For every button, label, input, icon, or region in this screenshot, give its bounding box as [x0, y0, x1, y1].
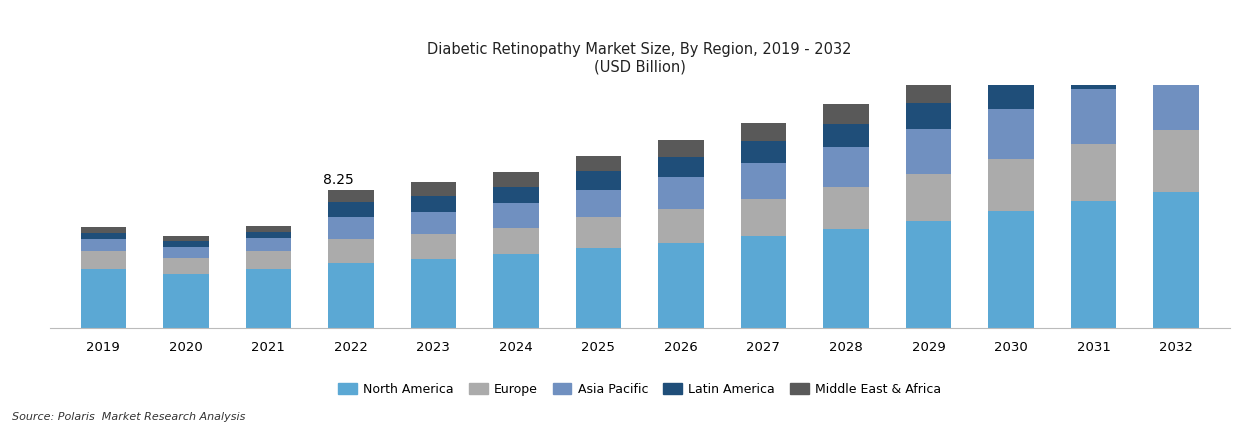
- Bar: [328, 202, 374, 218]
- Bar: [246, 226, 291, 232]
- Bar: [328, 218, 374, 239]
- Bar: [246, 269, 291, 328]
- Bar: [905, 221, 951, 328]
- Bar: [740, 199, 786, 236]
- Bar: [989, 80, 1033, 109]
- Bar: [328, 239, 374, 263]
- Bar: [1071, 144, 1117, 201]
- Bar: [740, 236, 786, 328]
- Bar: [411, 196, 456, 212]
- Bar: [658, 177, 703, 209]
- Bar: [576, 190, 621, 218]
- Bar: [411, 234, 456, 259]
- Bar: [1154, 193, 1199, 328]
- Text: Source: Polaris  Market Research Analysis: Source: Polaris Market Research Analysis: [12, 412, 246, 422]
- Bar: [1154, 35, 1199, 70]
- Bar: [1071, 89, 1117, 144]
- Bar: [493, 172, 539, 187]
- Bar: [493, 187, 539, 203]
- Bar: [81, 239, 125, 251]
- Bar: [163, 247, 209, 258]
- Bar: [658, 141, 703, 157]
- Bar: [1071, 31, 1117, 57]
- Bar: [989, 211, 1033, 328]
- Text: 8.25: 8.25: [323, 173, 354, 187]
- Bar: [81, 233, 125, 239]
- Bar: [576, 248, 621, 328]
- Bar: [1071, 57, 1117, 89]
- Bar: [163, 274, 209, 328]
- Bar: [576, 171, 621, 190]
- Bar: [246, 239, 291, 251]
- Bar: [905, 81, 951, 103]
- Bar: [411, 212, 456, 234]
- Bar: [246, 251, 291, 269]
- Bar: [905, 129, 951, 174]
- Bar: [1154, 130, 1199, 193]
- Bar: [411, 182, 456, 196]
- Bar: [658, 157, 703, 177]
- Bar: [1071, 201, 1117, 328]
- Bar: [989, 56, 1033, 80]
- Bar: [1154, 6, 1199, 35]
- Bar: [163, 258, 209, 274]
- Bar: [81, 227, 125, 233]
- Bar: [163, 236, 209, 241]
- Bar: [823, 147, 868, 187]
- Bar: [823, 187, 868, 229]
- Bar: [905, 103, 951, 129]
- Bar: [823, 104, 868, 124]
- Bar: [493, 254, 539, 328]
- Bar: [81, 251, 125, 269]
- Bar: [823, 229, 868, 328]
- Bar: [81, 269, 125, 328]
- Bar: [411, 259, 456, 328]
- Bar: [740, 123, 786, 141]
- Bar: [989, 109, 1033, 159]
- Bar: [328, 263, 374, 328]
- Bar: [740, 163, 786, 199]
- Legend: North America, Europe, Asia Pacific, Latin America, Middle East & Africa: North America, Europe, Asia Pacific, Lat…: [333, 378, 946, 401]
- Bar: [823, 124, 868, 147]
- Bar: [576, 218, 621, 248]
- Bar: [1154, 70, 1199, 130]
- Bar: [493, 227, 539, 254]
- Bar: [576, 155, 621, 171]
- Bar: [740, 141, 786, 163]
- Bar: [989, 159, 1033, 211]
- Bar: [905, 174, 951, 221]
- Bar: [246, 232, 291, 239]
- Bar: [163, 241, 209, 247]
- Bar: [658, 209, 703, 243]
- Bar: [493, 203, 539, 227]
- Title: Diabetic Retinopathy Market Size, By Region, 2019 - 2032
(USD Billion): Diabetic Retinopathy Market Size, By Reg…: [427, 42, 852, 74]
- Bar: [658, 243, 703, 328]
- Bar: [328, 190, 374, 202]
